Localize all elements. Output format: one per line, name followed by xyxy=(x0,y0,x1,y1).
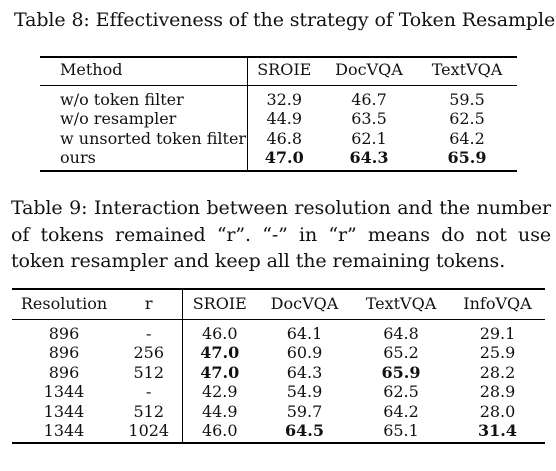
sroie-cell: 44.9 xyxy=(201,401,238,421)
method-cell: w unsorted token filter xyxy=(40,128,248,148)
table-row: w/o resampler 44.9 63.5 62.5 xyxy=(40,109,517,129)
docvqa-cell-best: 64.5 xyxy=(285,421,324,440)
table-row: w unsorted token filter 46.8 62.1 64.2 xyxy=(40,128,517,148)
table-row: 1344 - 42.9 54.9 62.5 28.9 xyxy=(12,382,545,402)
table-row: 896 512 47.0 64.3 65.9 28.2 xyxy=(12,362,545,382)
infovqa-cell: 28.2 xyxy=(479,362,516,382)
resolution-cell: 896 xyxy=(48,343,80,362)
resolution-cell: 896 xyxy=(48,362,80,382)
sroie-cell: 46.8 xyxy=(266,128,303,148)
infovqa-cell-best: 31.4 xyxy=(478,421,517,440)
textvqa-cell: 65.1 xyxy=(383,421,419,440)
sroie-cell: 42.9 xyxy=(201,382,238,401)
textvqa-cell: 64.2 xyxy=(449,128,485,148)
table9-header-textvqa: TextVQA xyxy=(352,289,450,320)
resolution-cell: 1344 xyxy=(43,382,85,401)
table-row: 896 - 46.0 64.1 64.8 29.1 xyxy=(12,319,545,343)
textvqa-cell-best: 65.9 xyxy=(381,362,421,382)
table8-header-textvqa: TextVQA xyxy=(417,57,517,86)
textvqa-cell: 65.2 xyxy=(383,343,419,362)
resolution-cell: 1344 xyxy=(43,401,85,421)
sroie-cell: 44.9 xyxy=(266,109,303,128)
infovqa-cell: 28.9 xyxy=(479,382,516,401)
table-row: 1344 512 44.9 59.7 64.2 28.0 xyxy=(12,401,545,421)
table9-header-sroie: SROIE xyxy=(182,289,257,320)
infovqa-cell: 28.0 xyxy=(479,401,516,421)
docvqa-cell: 64.3 xyxy=(286,362,323,382)
docvqa-cell: 63.5 xyxy=(351,109,387,128)
method-cell: w/o token filter xyxy=(40,85,248,109)
textvqa-cell: 59.5 xyxy=(449,89,485,109)
docvqa-cell-best: 64.3 xyxy=(349,148,389,167)
table9-header-row: Resolution r SROIE DocVQA TextVQA InfoVQ… xyxy=(12,289,545,320)
table8-header-method: Method xyxy=(40,57,248,86)
infovqa-cell: 29.1 xyxy=(479,323,516,343)
table9-header-infovqa: InfoVQA xyxy=(450,289,545,320)
infovqa-cell: 25.9 xyxy=(479,343,516,362)
sroie-cell-best: 47.0 xyxy=(264,148,304,167)
textvqa-cell-best: 65.9 xyxy=(447,148,487,167)
sroie-cell: 32.9 xyxy=(266,89,303,109)
r-cell: 256 xyxy=(116,343,183,363)
r-cell: - xyxy=(116,319,183,343)
table8: Method SROIE DocVQA TextVQA w/o token fi… xyxy=(40,56,517,172)
r-cell: - xyxy=(116,382,183,402)
r-cell: 1024 xyxy=(116,421,183,443)
table-row: w/o token filter 32.9 46.7 59.5 xyxy=(40,85,517,109)
docvqa-cell: 64.1 xyxy=(286,323,323,343)
sroie-cell: 46.0 xyxy=(201,323,238,343)
resolution-cell: 1344 xyxy=(43,421,85,440)
table9-header-resolution: Resolution xyxy=(12,289,116,320)
resolution-cell: 896 xyxy=(48,323,80,343)
sroie-cell-best: 47.0 xyxy=(200,362,240,382)
table9-caption: Table 9: Interaction between resolution … xyxy=(11,197,551,272)
method-cell: w/o resampler xyxy=(40,109,248,129)
docvqa-cell: 46.7 xyxy=(351,89,387,109)
sroie-cell: 46.0 xyxy=(201,421,238,440)
docvqa-cell: 54.9 xyxy=(286,382,323,401)
docvqa-cell: 62.1 xyxy=(351,128,387,148)
sroie-cell-best: 47.0 xyxy=(200,343,240,362)
textvqa-cell: 62.5 xyxy=(383,382,419,401)
r-cell: 512 xyxy=(116,362,183,382)
table8-header-docvqa: DocVQA xyxy=(321,57,417,86)
table-row: ours 47.0 64.3 65.9 xyxy=(40,148,517,171)
table9-header-docvqa: DocVQA xyxy=(257,289,352,320)
textvqa-cell: 64.2 xyxy=(383,401,419,421)
table8-caption: Table 8: Effectiveness of the strategy o… xyxy=(14,9,556,31)
textvqa-cell: 62.5 xyxy=(449,109,485,128)
r-cell: 512 xyxy=(116,401,183,421)
method-cell: ours xyxy=(40,148,248,171)
textvqa-cell: 64.8 xyxy=(383,323,419,343)
docvqa-cell: 60.9 xyxy=(286,343,323,362)
table-row: 1344 1024 46.0 64.5 65.1 31.4 xyxy=(12,421,545,443)
table-row: 896 256 47.0 60.9 65.2 25.9 xyxy=(12,343,545,363)
table9: Resolution r SROIE DocVQA TextVQA InfoVQ… xyxy=(12,288,545,444)
table8-header-sroie: SROIE xyxy=(247,57,321,86)
table8-header-row: Method SROIE DocVQA TextVQA xyxy=(40,57,517,86)
table9-header-r: r xyxy=(116,289,183,320)
docvqa-cell: 59.7 xyxy=(286,401,323,421)
